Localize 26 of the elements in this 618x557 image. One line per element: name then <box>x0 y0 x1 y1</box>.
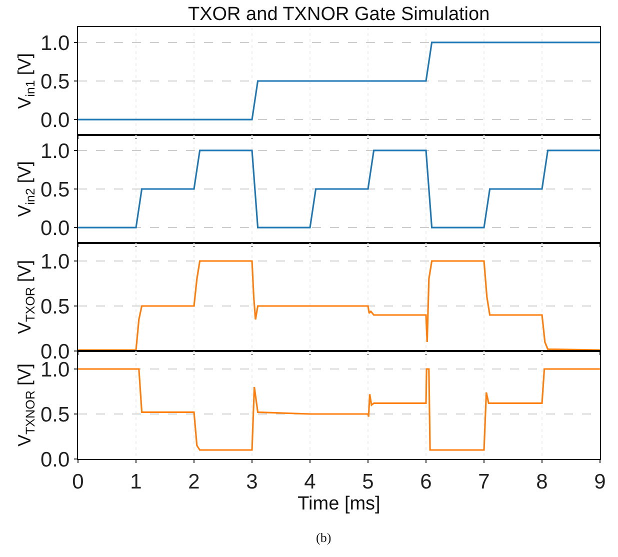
y-tick-label: 0.0 <box>40 448 70 472</box>
y-tick-label: 1.0 <box>40 250 70 274</box>
y-tick-label: 1.0 <box>40 32 70 55</box>
y-tick-label: 1.0 <box>40 140 70 163</box>
x-tick-label: 5 <box>362 470 374 494</box>
y-tick-label: 0.5 <box>40 295 70 318</box>
line-series <box>78 260 600 351</box>
y-tick-label: 0.0 <box>40 108 70 132</box>
y-tick-label: 1.0 <box>40 358 70 382</box>
x-tick-label: 7 <box>478 470 490 494</box>
x-axis-title: Time [ms] <box>298 493 380 514</box>
x-tick-label: 2 <box>188 470 200 494</box>
y-tick-label: 0.5 <box>40 178 70 202</box>
x-tick-label: 9 <box>594 470 606 494</box>
x-tick-label: 6 <box>420 470 432 494</box>
text: (b) <box>316 530 332 545</box>
y-tick-label: 0.0 <box>40 216 70 240</box>
x-tick-label: 1 <box>130 470 142 494</box>
line-series <box>78 368 600 451</box>
x-tick-label: 8 <box>536 470 548 494</box>
x-tick-label: 4 <box>304 470 316 494</box>
x-tick-label: 0 <box>72 470 84 494</box>
x-tick-label: 3 <box>246 470 258 494</box>
y-tick-label: 0.5 <box>40 403 70 426</box>
chart-title: TXOR and TXNOR Gate Simulation <box>188 4 490 25</box>
y-tick-label: 0.5 <box>40 70 70 94</box>
